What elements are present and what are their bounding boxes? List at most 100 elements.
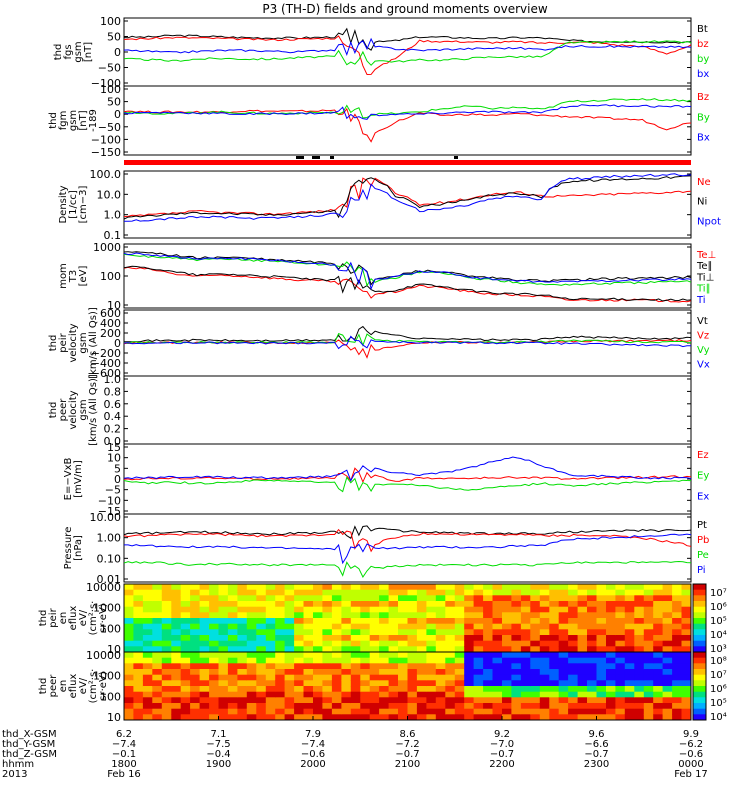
spectrogram-cell bbox=[275, 589, 286, 596]
spectrogram-cell bbox=[653, 703, 664, 710]
spectrogram-cell bbox=[142, 623, 153, 630]
spectrogram-cell bbox=[606, 618, 616, 625]
spectrogram-cell bbox=[473, 714, 484, 721]
spectrogram-cell bbox=[218, 606, 229, 613]
x-row-value: −7.0 bbox=[490, 739, 514, 750]
spectrogram-cell bbox=[653, 697, 664, 704]
spectrogram-cell bbox=[568, 612, 578, 619]
spectrogram-cell bbox=[492, 601, 503, 608]
spectrogram-cell bbox=[369, 657, 380, 664]
spectrogram-cell bbox=[511, 606, 522, 613]
spectrogram-cell bbox=[558, 663, 569, 670]
spectrogram-cell bbox=[511, 629, 522, 636]
colorbar-segment bbox=[693, 708, 706, 715]
spectrogram-cell bbox=[445, 629, 456, 636]
spectrogram-cell bbox=[596, 584, 607, 591]
spectrogram-cell bbox=[464, 686, 475, 693]
spectrogram-cell bbox=[473, 584, 484, 591]
spectrogram-cell bbox=[492, 623, 503, 630]
spectrogram-cell bbox=[502, 686, 512, 693]
spectrogram-cell bbox=[341, 606, 352, 613]
spectrogram-cell bbox=[681, 612, 692, 619]
spectrogram-cell bbox=[369, 584, 380, 591]
spectrogram-cell bbox=[388, 589, 399, 596]
spectrogram-cell bbox=[227, 629, 238, 636]
spectrogram-cell bbox=[265, 629, 276, 636]
spectrogram-cell bbox=[322, 657, 333, 664]
spectrogram-cell bbox=[520, 640, 531, 647]
x-row-value: 6.2 bbox=[116, 729, 132, 740]
spectrogram-cell bbox=[587, 708, 597, 715]
spectrogram-cell bbox=[615, 601, 626, 608]
spectrogram-cell bbox=[454, 635, 465, 642]
spectrogram-cell bbox=[624, 606, 635, 613]
y-tick-label: 10 bbox=[107, 299, 121, 312]
x-row-value: −0.4 bbox=[206, 749, 230, 760]
spectrogram-cell bbox=[171, 657, 182, 664]
spectrogram-cell bbox=[662, 657, 673, 664]
spectrogram-cell bbox=[483, 612, 493, 619]
y-axis-label-line: thd bbox=[48, 335, 59, 352]
spectrogram-cell bbox=[350, 595, 361, 602]
spectrogram-cell bbox=[331, 584, 342, 591]
spectrogram-cell bbox=[190, 708, 200, 715]
spectrogram-cell bbox=[256, 629, 267, 636]
y-tick-label: 0 bbox=[114, 108, 121, 121]
spectrogram-cell bbox=[502, 708, 512, 715]
spectrogram-cell bbox=[275, 595, 286, 602]
spectrogram-cell bbox=[634, 669, 645, 676]
spectrogram-cell bbox=[568, 714, 578, 721]
spectrogram-cell bbox=[209, 657, 219, 664]
spectrogram-cell bbox=[237, 589, 248, 596]
y-tick-label: 100 bbox=[100, 15, 121, 28]
spectrogram-cell bbox=[199, 629, 210, 636]
spectrogram-cell bbox=[643, 652, 654, 659]
colorbar-segment bbox=[693, 606, 706, 613]
spectrogram-cell bbox=[294, 686, 304, 693]
x-row-value: 9.9 bbox=[683, 729, 699, 740]
spectrogram-cell bbox=[152, 652, 163, 659]
spectrogram-cell bbox=[142, 640, 153, 647]
spectrogram-cell bbox=[549, 606, 560, 613]
spectrogram-cell bbox=[539, 601, 550, 608]
quality-flag-mark bbox=[312, 156, 316, 159]
x-row-value: 9.2 bbox=[494, 729, 510, 740]
spectrogram-cell bbox=[511, 635, 522, 642]
spectrogram-cell bbox=[124, 674, 134, 681]
spectrogram-cell bbox=[161, 595, 172, 602]
spectrogram-cell bbox=[473, 652, 484, 659]
spectrogram-cell bbox=[331, 674, 342, 681]
spectrogram-cell bbox=[218, 584, 229, 591]
y-axis-label-line: sr·eV) bbox=[98, 671, 109, 700]
spectrogram-cell bbox=[407, 708, 418, 715]
spectrogram-cell bbox=[237, 680, 248, 687]
spectrogram-cell bbox=[634, 657, 645, 664]
spectrogram-cell bbox=[142, 674, 153, 681]
spectrogram-cell bbox=[473, 697, 484, 704]
spectrogram-cell bbox=[398, 697, 408, 704]
spectrogram-cell bbox=[624, 623, 635, 630]
spectrogram-cell bbox=[530, 646, 541, 653]
spectrogram-cell bbox=[653, 640, 664, 647]
spectrogram-cell bbox=[464, 640, 475, 647]
spectrogram-cell bbox=[360, 657, 371, 664]
x-row-value: 1800 bbox=[111, 759, 136, 770]
spectrogram-cell bbox=[407, 657, 418, 664]
spectrogram-cell bbox=[435, 686, 446, 693]
spectrogram-cell bbox=[379, 657, 389, 664]
spectrogram-cell bbox=[539, 623, 550, 630]
spectrogram-cell bbox=[388, 657, 399, 664]
spectrogram-cell bbox=[190, 652, 200, 659]
spectrogram-cell bbox=[464, 595, 475, 602]
spectrogram-cell bbox=[398, 686, 408, 693]
spectrogram-cell bbox=[681, 680, 692, 687]
spectrogram-cell bbox=[180, 635, 191, 642]
spectrogram-cell bbox=[180, 584, 191, 591]
spectrogram-cell bbox=[303, 589, 314, 596]
spectrogram-cell bbox=[568, 589, 578, 596]
spectrogram-cell bbox=[577, 714, 588, 721]
legend-entry: Te⊥ bbox=[696, 250, 716, 261]
spectrogram-cell bbox=[416, 663, 427, 670]
spectrogram-cell bbox=[237, 657, 248, 664]
spectrogram-cell bbox=[615, 652, 626, 659]
